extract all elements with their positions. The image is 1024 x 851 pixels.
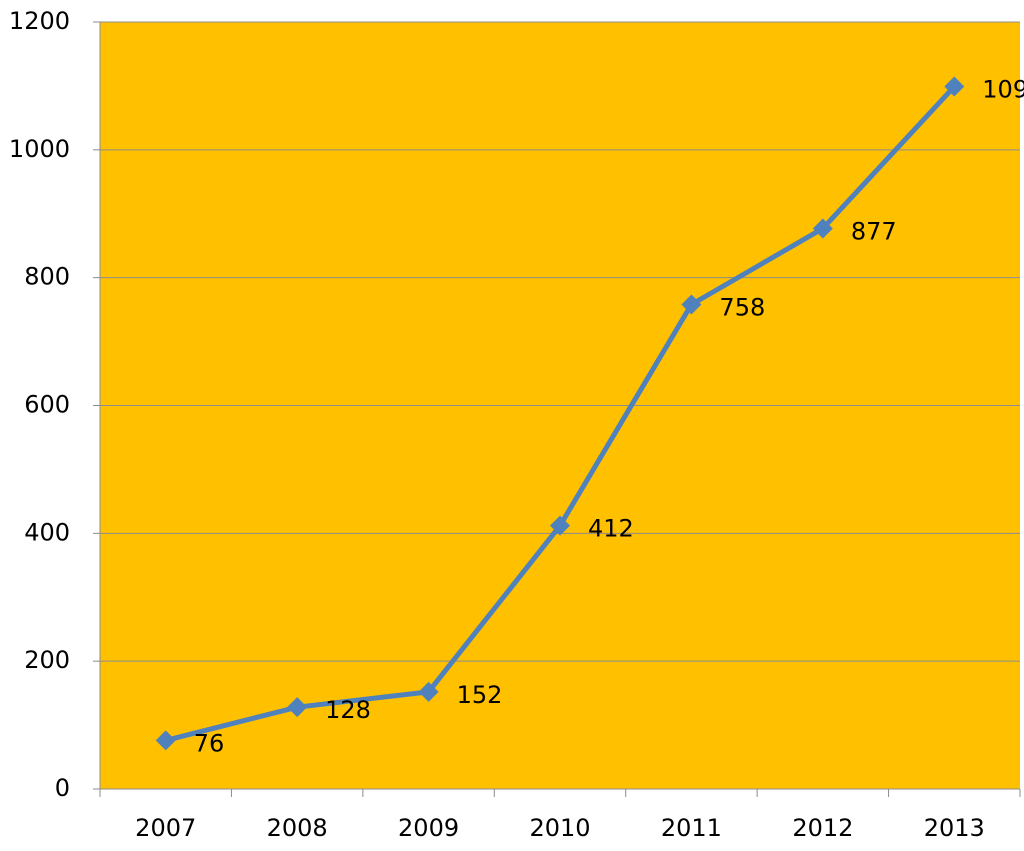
y-tick-label: 600	[24, 391, 70, 419]
y-tick-label: 200	[24, 646, 70, 674]
marker	[681, 294, 702, 315]
data-label: 128	[325, 696, 371, 724]
x-tick-label: 2007	[135, 814, 196, 842]
data-label: 1099	[982, 76, 1024, 104]
marker	[812, 218, 833, 239]
x-tick-label: 2011	[661, 814, 722, 842]
y-tick-label: 1200	[9, 7, 70, 35]
marker	[550, 515, 570, 536]
x-tick-label: 2012	[792, 814, 853, 842]
x-tick-label: 2013	[924, 814, 985, 842]
data-label: 877	[851, 217, 897, 245]
marker	[418, 681, 439, 702]
data-label: 152	[457, 681, 503, 709]
y-tick-label: 800	[24, 263, 70, 291]
x-tick-label: 2010	[529, 814, 590, 842]
y-tick-label: 400	[24, 518, 70, 546]
data-label: 758	[719, 294, 765, 322]
data-label: 76	[194, 729, 225, 757]
y-tick-label: 1000	[9, 135, 70, 163]
marker	[944, 76, 965, 97]
data-label: 412	[588, 515, 634, 543]
marker	[287, 697, 308, 718]
x-tick-label: 2008	[267, 814, 328, 842]
y-tick-label: 0	[55, 774, 70, 802]
marker	[155, 730, 176, 751]
x-tick-label: 2009	[398, 814, 459, 842]
